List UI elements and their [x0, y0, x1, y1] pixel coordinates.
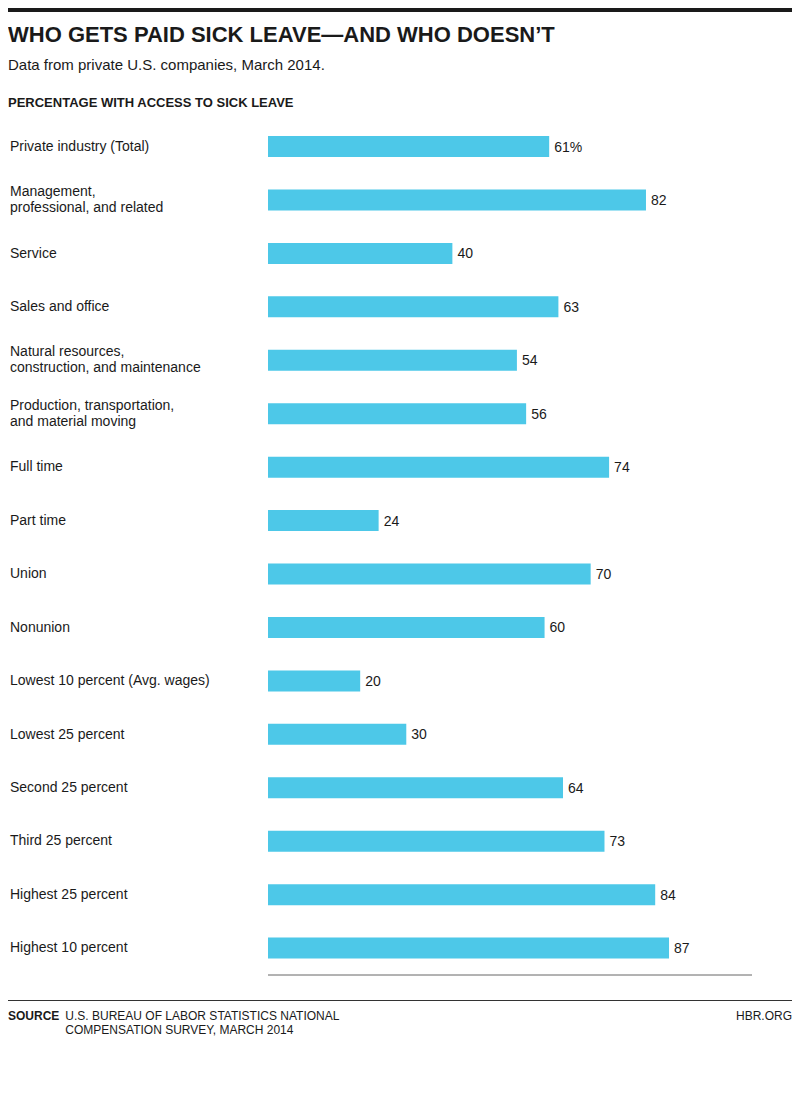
svg-text:30: 30 — [411, 726, 427, 742]
html-text:SOURCE: SOURCE — [8, 1009, 60, 1023]
svg-text:70: 70 — [596, 566, 612, 582]
svg-text:Lowest 25 percent: Lowest 25 percent — [10, 725, 125, 741]
svg-text:24: 24 — [384, 513, 400, 529]
svg-text:60: 60 — [550, 619, 566, 635]
svg-text:Production, transportation,and: Production, transportation,and material … — [10, 397, 174, 429]
svg-text:82: 82 — [651, 192, 667, 208]
svg-text:Highest 10 percent: Highest 10 percent — [10, 939, 128, 955]
html-text:HBR.ORG: HBR.ORG — [736, 1009, 792, 1023]
svg-text:Union: Union — [10, 565, 47, 581]
svg-text:Natural resources,construction: Natural resources,construction, and main… — [10, 343, 201, 375]
svg-text:61%: 61% — [554, 139, 582, 155]
svg-text:63: 63 — [563, 299, 579, 315]
html-text:U.S. BUREAU OF LABOR STATISTIC: U.S. BUREAU OF LABOR STATISTICS NATIONAL… — [65, 1009, 340, 1037]
svg-text:Part time: Part time — [10, 511, 66, 527]
svg-text:Full time: Full time — [10, 458, 63, 474]
svg-text:Management,professional, and r: Management,professional, and related — [10, 183, 163, 215]
svg-text:Private industry (Total): Private industry (Total) — [10, 137, 149, 153]
svg-text:Highest 25 percent: Highest 25 percent — [10, 886, 128, 902]
svg-text:74: 74 — [614, 459, 630, 475]
svg-text:Second 25 percent: Second 25 percent — [10, 779, 128, 795]
svg-text:87: 87 — [674, 940, 690, 956]
svg-text:20: 20 — [365, 673, 381, 689]
svg-text:Nonunion: Nonunion — [10, 618, 70, 634]
html-text:WHO GETS PAID SICK LEAVE—AND W: WHO GETS PAID SICK LEAVE—AND WHO DOESN’T — [8, 22, 555, 47]
svg-text:40: 40 — [457, 245, 473, 261]
svg-text:Sales and office: Sales and office — [10, 298, 110, 314]
html-text:PERCENTAGE WITH ACCESS TO SICK: PERCENTAGE WITH ACCESS TO SICK LEAVE — [8, 95, 294, 110]
svg-text:Service: Service — [10, 244, 57, 260]
svg-text:Third 25 percent: Third 25 percent — [10, 832, 112, 848]
svg-text:64: 64 — [568, 780, 584, 796]
svg-text:56: 56 — [531, 406, 547, 422]
html-text:Data from private U.S. compani: Data from private U.S. companies, March … — [8, 56, 325, 73]
svg-text:54: 54 — [522, 352, 538, 368]
svg-text:Lowest 10 percent (Avg. wages): Lowest 10 percent (Avg. wages) — [10, 672, 210, 688]
svg-text:84: 84 — [660, 887, 676, 903]
svg-text:73: 73 — [609, 833, 625, 849]
